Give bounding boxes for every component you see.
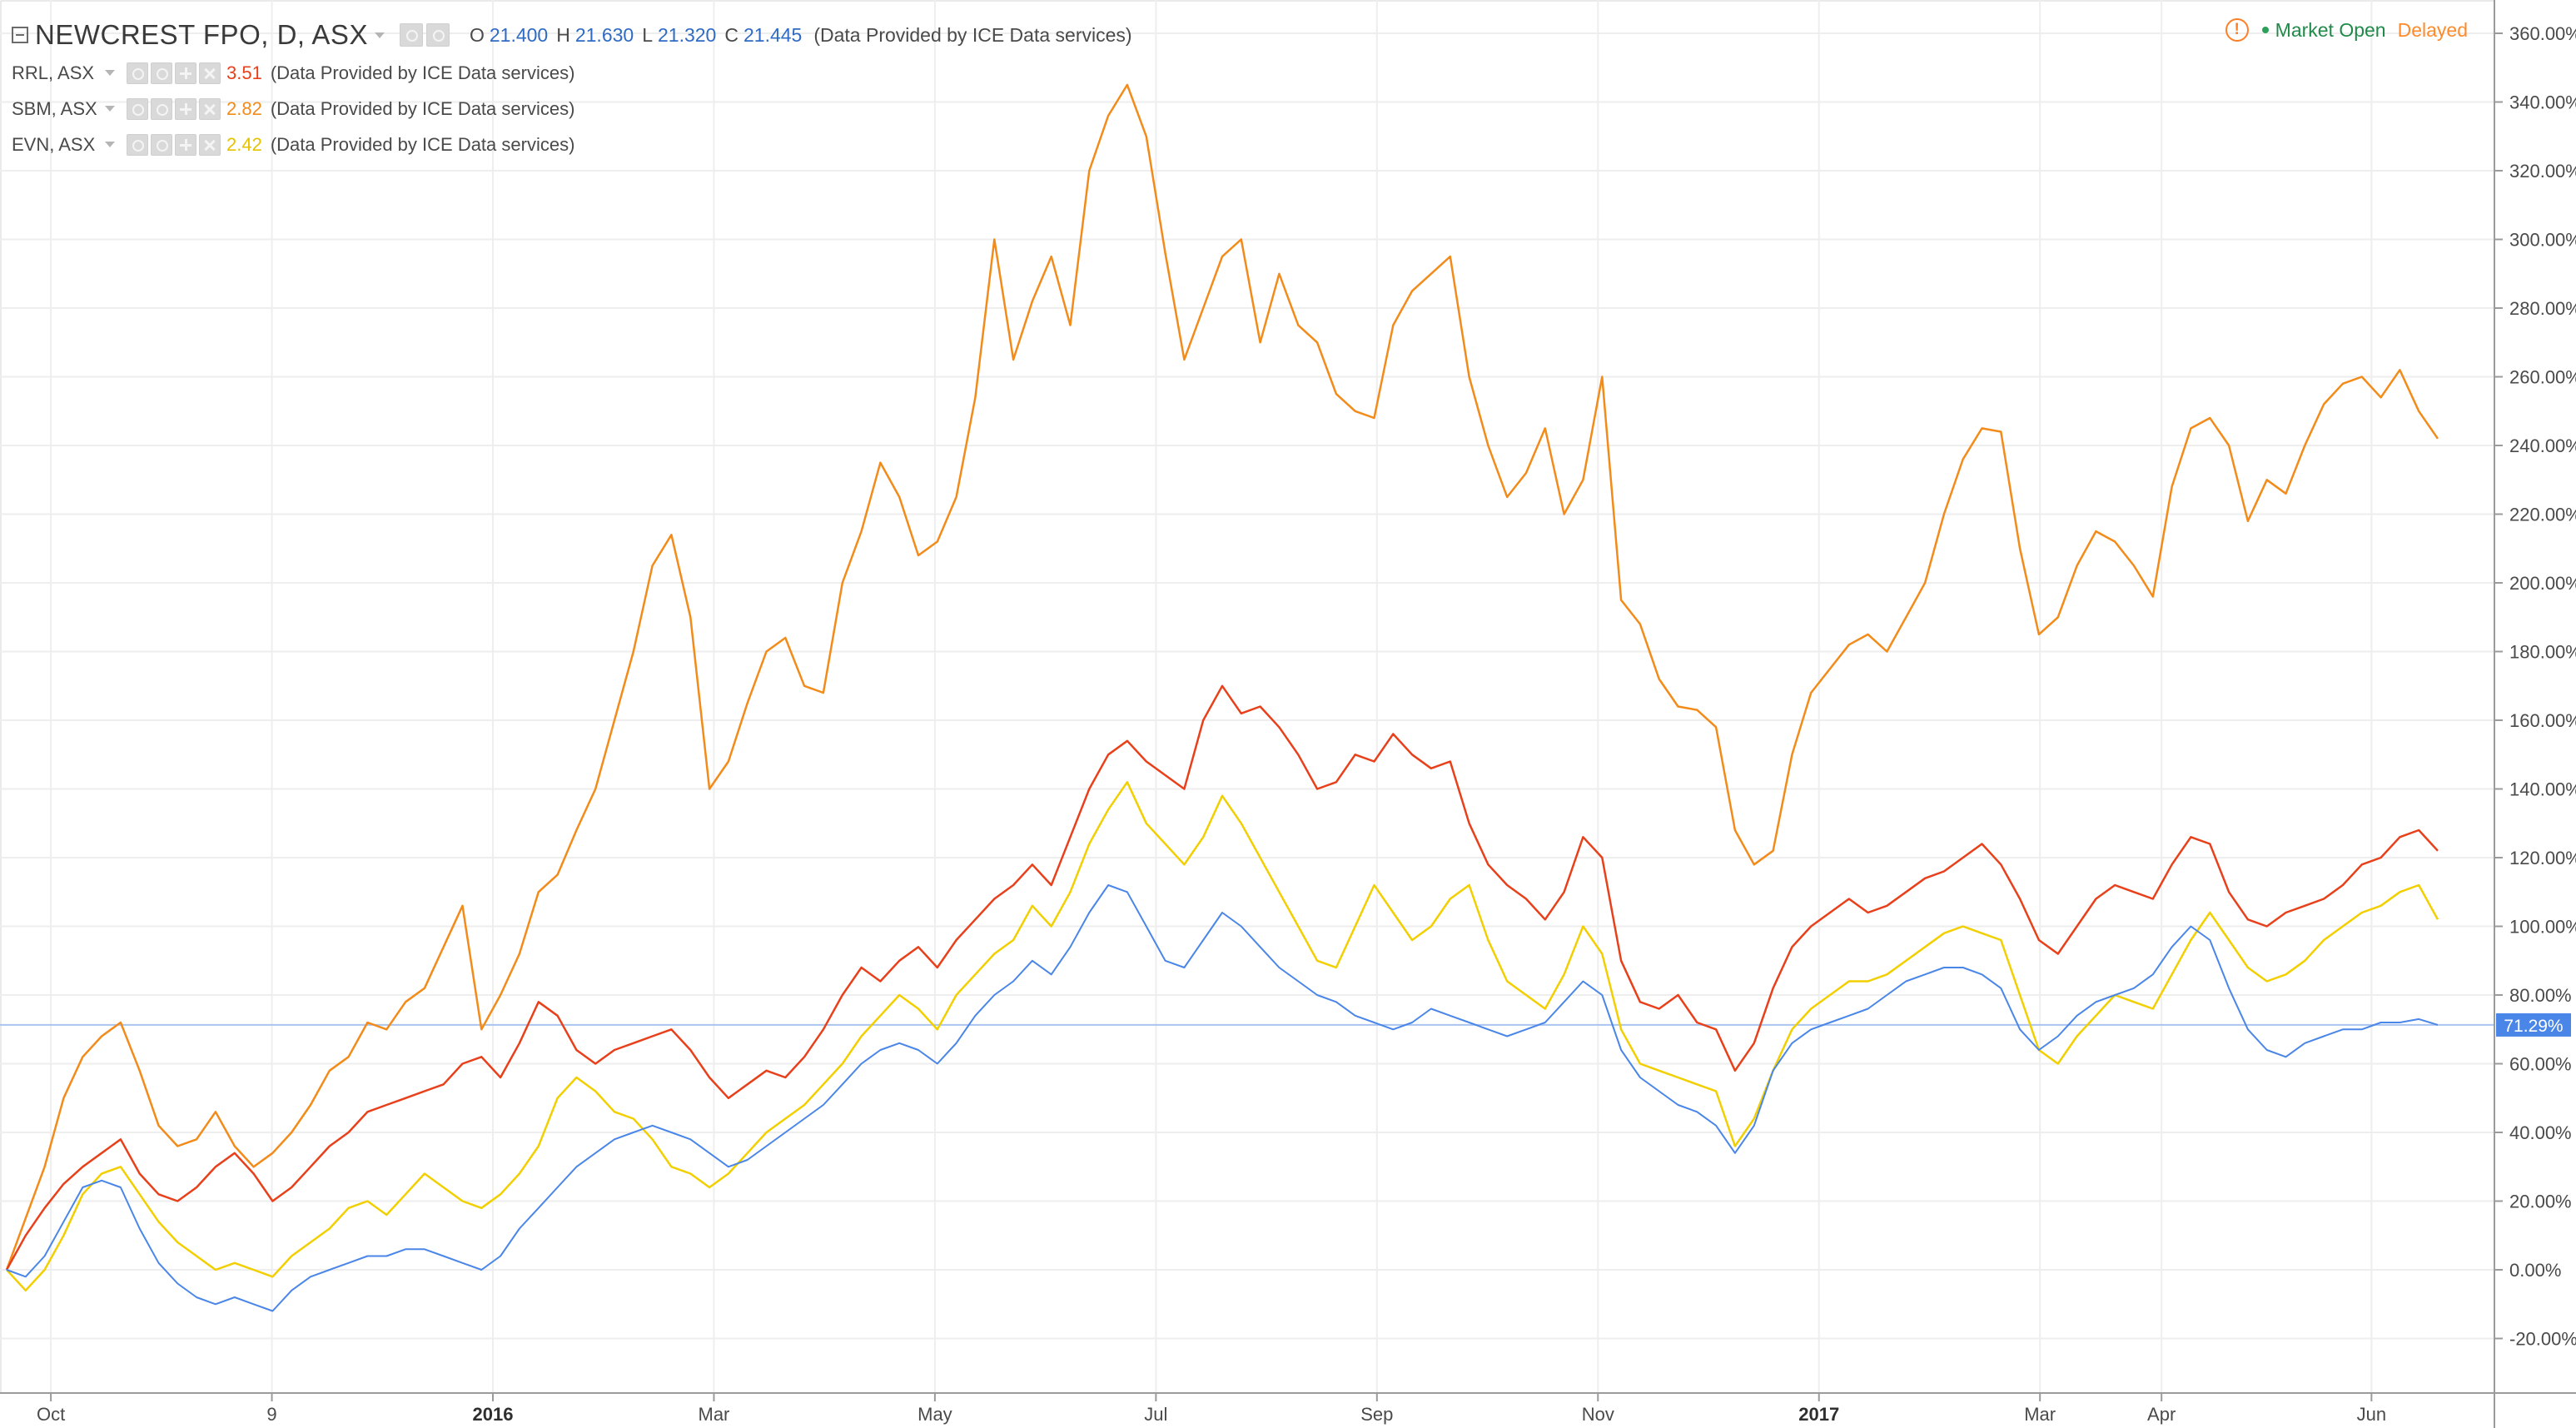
- ohlc-low-key: L: [642, 23, 653, 46]
- market-open-label: Market Open: [2275, 18, 2386, 41]
- warning-icon[interactable]: !: [2225, 18, 2249, 42]
- x-tick-label: Oct: [37, 1404, 65, 1425]
- legend-value-evn: 2.42: [226, 133, 262, 155]
- y-tick-label: 240.00%: [2509, 435, 2576, 456]
- eye-icon[interactable]: [127, 62, 148, 84]
- collapse-icon[interactable]: [12, 27, 28, 43]
- plus-icon[interactable]: [175, 62, 196, 84]
- y-tick-label: 120.00%: [2509, 848, 2576, 868]
- y-tick-label: 0.00%: [2509, 1260, 2561, 1281]
- y-tick-label: 320.00%: [2509, 161, 2576, 182]
- status-dot-icon: [2261, 27, 2269, 33]
- plot-frame: [0, 0, 2495, 1394]
- x-tick-label: Apr: [2147, 1404, 2176, 1425]
- x-tick-label: 2016: [473, 1404, 514, 1425]
- ohlc-values: O 21.400 H 21.630 L 21.320 C 21.445: [470, 24, 802, 47]
- y-tick-label: 20.00%: [2509, 1192, 2572, 1212]
- main-legend-row: NEWCREST FPO, D, ASX O 21.400 H 21.630 L 21…: [12, 15, 1132, 55]
- current-value-badge: [2496, 1013, 2571, 1037]
- chevron-down-icon[interactable]: [374, 32, 385, 38]
- y-tick-label: 300.00%: [2509, 230, 2576, 251]
- y-tick-label: 340.00%: [2509, 92, 2576, 113]
- y-tick-label: 160.00%: [2509, 710, 2576, 731]
- y-tick-label: 140.00%: [2509, 779, 2576, 800]
- y-tick-label: 220.00%: [2509, 505, 2576, 525]
- series-line-rrl-asx[interactable]: [5, 684, 2439, 1271]
- x-tick-label: Sep: [1360, 1404, 1393, 1425]
- gear-icon[interactable]: [151, 97, 172, 120]
- legend-value-rrl: 3.51: [226, 62, 262, 83]
- series-layer: [5, 83, 2439, 1312]
- y-tick-label: 40.00%: [2509, 1122, 2572, 1143]
- chevron-down-icon[interactable]: [105, 70, 115, 76]
- legend-label-evn[interactable]: EVN, ASX: [12, 133, 96, 155]
- gear-icon[interactable]: [425, 23, 450, 47]
- legend-label-sbm[interactable]: SBM, ASX: [12, 97, 97, 119]
- current-value-label: 71.29%: [2504, 1017, 2563, 1036]
- chevron-down-icon[interactable]: [105, 106, 115, 112]
- chevron-down-icon[interactable]: [105, 142, 115, 147]
- eye-icon[interactable]: [127, 133, 148, 156]
- plus-icon[interactable]: [175, 97, 196, 120]
- gear-icon[interactable]: [151, 133, 172, 156]
- x-tick-label: May: [918, 1404, 952, 1425]
- ohlc-open-value: 21.400: [489, 23, 549, 46]
- y-tick-label: 80.00%: [2509, 985, 2572, 1006]
- delayed-label[interactable]: Delayed: [2397, 18, 2468, 41]
- close-icon[interactable]: [199, 62, 221, 84]
- legend-value-sbm: 2.82: [226, 97, 262, 119]
- series-line-evn-asx[interactable]: [6, 781, 2439, 1292]
- legend-row-evn: EVN, ASX 2.42 (Data Provided by ICE Data…: [12, 127, 1132, 162]
- legend: NEWCREST FPO, D, ASX O 21.400 H 21.630 L 21…: [12, 15, 1132, 162]
- x-tick-label: Mar: [699, 1404, 730, 1425]
- close-icon[interactable]: [199, 97, 221, 120]
- legend-row-rrl: RRL, ASX 3.51 (Data Provided by ICE Data…: [12, 55, 1132, 91]
- y-tick-label: 260.00%: [2509, 367, 2576, 388]
- eye-icon[interactable]: [399, 23, 423, 47]
- ohlc-low-value: 21.320: [658, 23, 717, 46]
- y-tick-label: 280.00%: [2509, 298, 2576, 319]
- y-tick-label: 60.00%: [2509, 1054, 2572, 1075]
- x-tick-label: Jul: [1144, 1404, 1167, 1425]
- data-provider-note: (Data Provided by ICE Data services): [270, 62, 575, 83]
- y-tick-label: 180.00%: [2509, 642, 2576, 663]
- ohlc-close-value: 21.445: [743, 23, 803, 46]
- x-tick-label: Jun: [2357, 1404, 2386, 1425]
- y-tick-label: 200.00%: [2509, 573, 2576, 594]
- plus-icon[interactable]: [175, 133, 196, 156]
- ohlc-high-value: 21.630: [574, 23, 634, 46]
- x-tick-label: Mar: [2024, 1404, 2056, 1425]
- y-tick-label: 100.00%: [2509, 917, 2576, 938]
- data-provider-note: (Data Provided by ICE Data services): [813, 23, 1132, 46]
- symbol-title[interactable]: NEWCREST FPO, D, ASX: [35, 19, 368, 50]
- x-tick-label: Nov: [1582, 1404, 1614, 1425]
- grid-layer: [0, 0, 2495, 1394]
- legend-label-rrl[interactable]: RRL, ASX: [12, 62, 95, 83]
- series-line-newcrest-fpo-d-asx[interactable]: [6, 884, 2439, 1312]
- gear-icon[interactable]: [151, 62, 172, 84]
- close-icon[interactable]: [199, 133, 221, 156]
- ohlc-open-key: O: [469, 23, 485, 46]
- y-tick-label: -20.00%: [2509, 1329, 2576, 1350]
- data-provider-note: (Data Provided by ICE Data services): [270, 97, 575, 119]
- ohlc-close-key: C: [724, 23, 738, 46]
- y-tick-label: 360.00%: [2509, 23, 2576, 44]
- x-tick-label: 2017: [1798, 1404, 1839, 1425]
- x-tick-label: 9: [266, 1404, 276, 1425]
- legend-row-sbm: SBM, ASX 2.82 (Data Provided by ICE Data…: [12, 91, 1132, 127]
- ohlc-high-key: H: [556, 23, 570, 46]
- data-provider-note: (Data Provided by ICE Data services): [270, 133, 575, 155]
- eye-icon[interactable]: [127, 97, 148, 120]
- market-status: ! Market Open Delayed: [2225, 18, 2468, 42]
- series-line-sbm-asx[interactable]: [5, 83, 2439, 1271]
